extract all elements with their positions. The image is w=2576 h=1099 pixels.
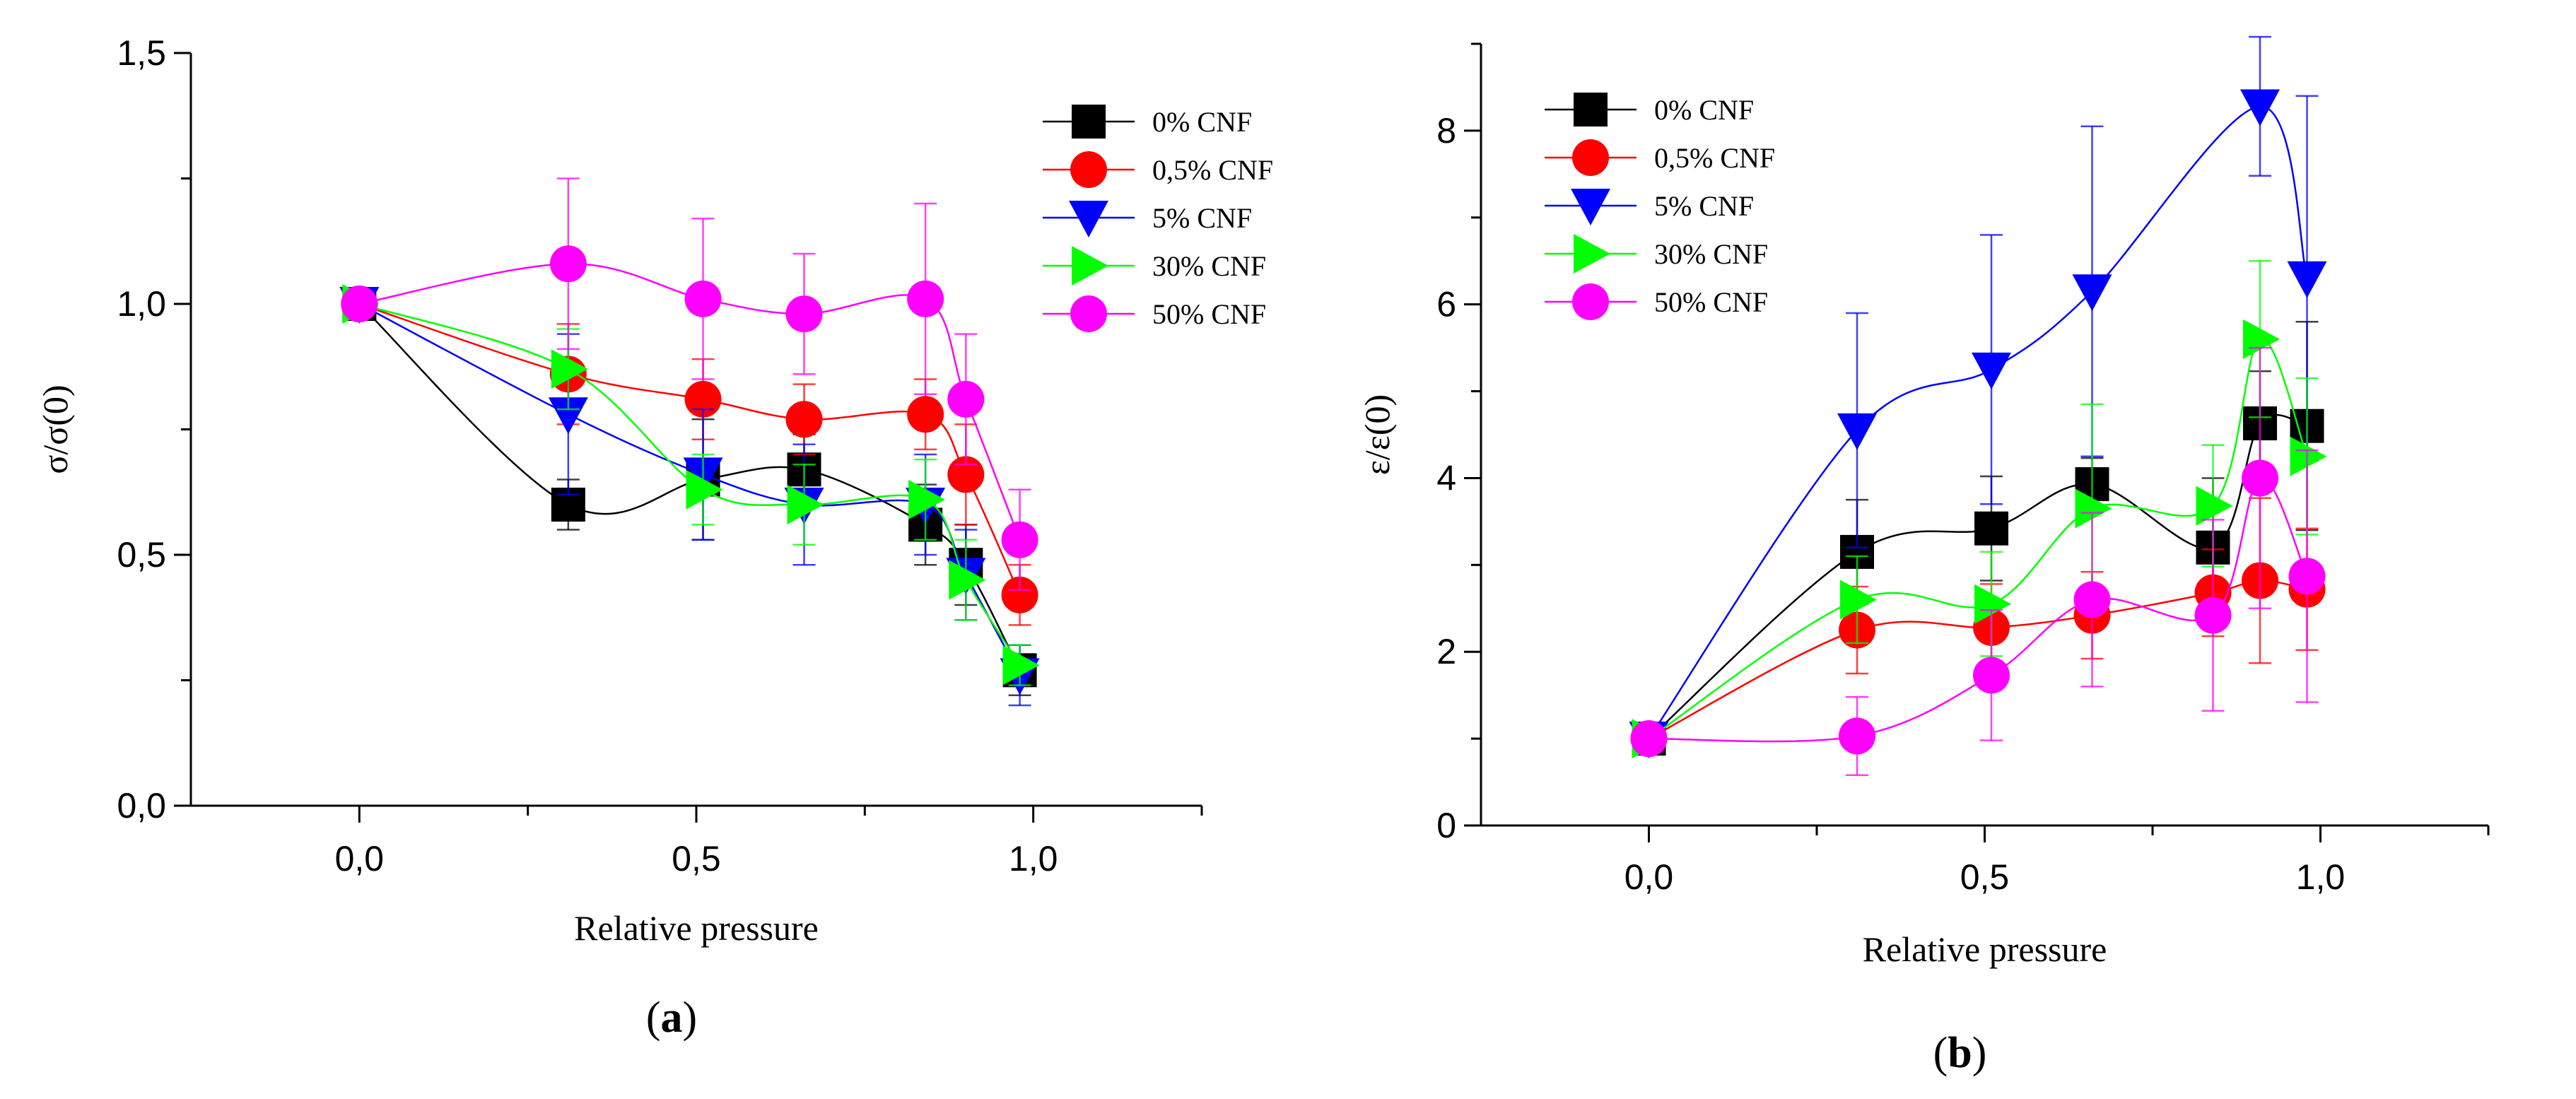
legend-label: 50% CNF <box>1654 286 1768 318</box>
data-point <box>1001 521 1038 558</box>
data-point <box>908 479 946 519</box>
data-point <box>2240 89 2280 127</box>
y-tick-label: 1,0 <box>117 284 166 324</box>
data-point <box>686 469 723 510</box>
data-point <box>2075 488 2112 529</box>
legend-label: 30% CNF <box>1654 238 1768 270</box>
series-50-cnf <box>341 177 1038 591</box>
data-point <box>785 401 823 438</box>
data-point <box>947 380 985 418</box>
legend-label: 0,5% CNF <box>1152 154 1273 186</box>
legend: 0% CNF 0,5% CNF 5% CNF 30% CNF 50% CNF <box>1043 105 1273 332</box>
data-point <box>684 280 722 317</box>
data-point <box>548 397 588 435</box>
data-point <box>1839 717 1875 755</box>
y-axis-title: ε/ε(0) <box>1357 394 1397 475</box>
data-point <box>549 245 587 283</box>
x-tick-label: 1,0 <box>1009 839 1058 878</box>
data-point <box>1837 413 1877 450</box>
y-tick-label: 4 <box>1436 458 1456 498</box>
legend-marker <box>1070 295 1107 332</box>
x-tick-label: 1,0 <box>2296 857 2346 897</box>
legend-marker <box>1574 93 1608 127</box>
legend-marker <box>1072 246 1108 286</box>
data-point <box>2194 596 2232 634</box>
y-tick-label: 1,5 <box>117 33 166 73</box>
panel-label: (b) <box>1933 1029 1987 1077</box>
data-point <box>907 280 944 317</box>
panel-label-open: ( <box>1933 1029 1948 1077</box>
legend-label: 50% CNF <box>1152 298 1266 330</box>
data-point <box>1840 580 1877 620</box>
y-tick-label: 8 <box>1436 111 1456 151</box>
data-point <box>341 286 378 322</box>
data-point <box>2072 274 2112 312</box>
x-tick-label: 0,0 <box>335 839 385 878</box>
legend-label: 5% CNF <box>1654 190 1754 222</box>
legend-marker <box>1572 283 1609 320</box>
data-point <box>2288 558 2326 595</box>
legend-label: 30% CNF <box>1152 250 1266 282</box>
legend-label: 5% CNF <box>1152 202 1252 234</box>
panel-label-letter: b <box>1948 1029 1972 1077</box>
legend-label: 0% CNF <box>1152 106 1252 138</box>
x-axis-title: Relative pressure <box>574 908 819 948</box>
y-tick-label: 0,5 <box>117 535 166 575</box>
data-point <box>785 295 823 333</box>
legend-marker <box>1574 234 1610 274</box>
panel-label-close: ) <box>1972 1029 1987 1077</box>
data-point <box>1972 352 2011 389</box>
legend-label: 0% CNF <box>1654 94 1754 126</box>
data-point <box>787 485 824 524</box>
panel-label-close: ) <box>683 994 698 1042</box>
series-50-cnf <box>1630 346 2326 776</box>
data-point <box>1630 720 1668 758</box>
data-point <box>1002 645 1040 686</box>
series-line <box>1648 105 2308 739</box>
legend: 0% CNF 0,5% CNF 5% CNF 30% CNF 50% CNF <box>1545 93 1775 320</box>
chart-panel-b: 0,0 0,5 1,0 0 2 4 6 8 Relative pressure ε/ε(0) (b)… <box>1357 35 2490 1077</box>
legend-marker <box>1069 201 1108 237</box>
data-point <box>1974 584 2011 624</box>
y-tick-label: 0,0 <box>117 786 166 825</box>
data-point <box>2196 486 2233 526</box>
legend-marker <box>1072 105 1106 139</box>
y-axis-title: σ/σ(0) <box>35 384 75 474</box>
x-axis-title: Relative pressure <box>1863 929 2107 969</box>
legend-marker <box>1571 189 1610 225</box>
data-point <box>551 349 588 389</box>
x-tick-label: 0,5 <box>1960 857 2010 897</box>
data-point <box>1973 657 2010 694</box>
data-point <box>2290 436 2327 476</box>
y-tick-label: 2 <box>1436 632 1456 671</box>
legend-marker <box>1070 151 1107 188</box>
y-tick-label: 0 <box>1436 806 1456 845</box>
y-tick-label: 6 <box>1436 285 1456 324</box>
panel-label: (a) <box>646 994 697 1042</box>
panel-label-letter: a <box>661 994 683 1042</box>
chart-panel-a: 0,0 0,5 1,0 0,0 0,5 1,0 1,5 Relative pressure σ/… <box>35 33 1273 1042</box>
data-point <box>907 396 944 433</box>
data-point <box>1001 576 1038 613</box>
x-tick-label: 0,5 <box>672 839 721 878</box>
data-point <box>2287 261 2327 298</box>
data-point <box>1974 511 2008 546</box>
legend-label: 0,5% CNF <box>1654 142 1775 174</box>
x-tick-label: 0,0 <box>1624 857 1674 897</box>
data-point <box>2243 319 2280 359</box>
panel-label-open: ( <box>646 994 661 1042</box>
series-line <box>1648 413 2307 740</box>
data-point <box>2073 581 2111 618</box>
data-point <box>949 560 986 600</box>
data-point <box>2242 459 2278 497</box>
legend-marker <box>1572 139 1609 176</box>
